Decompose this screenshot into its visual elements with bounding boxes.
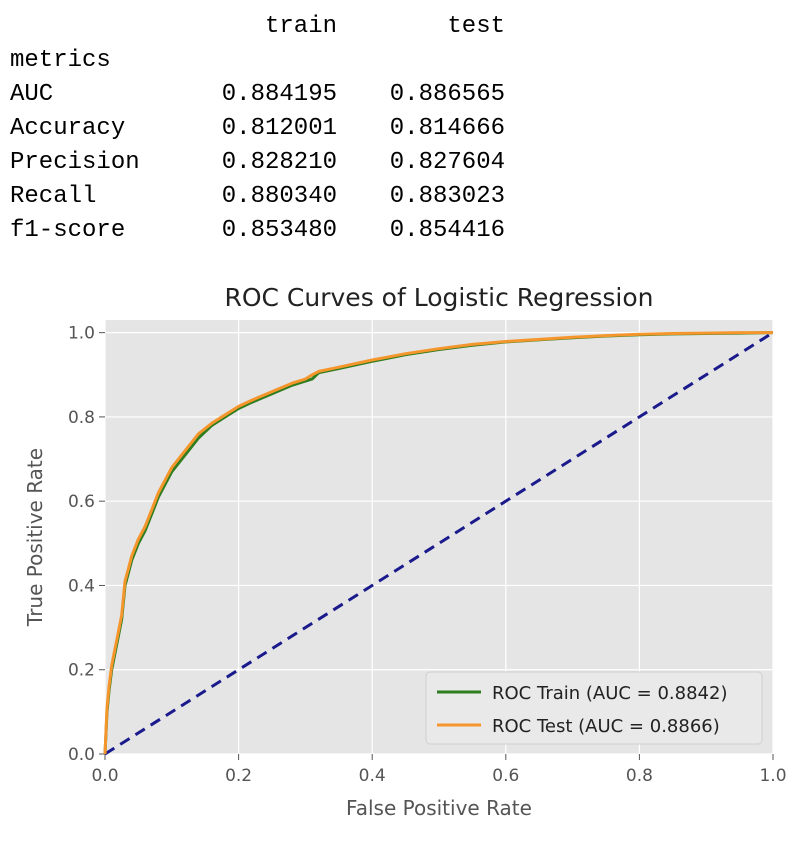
metric-test-value: 0.814666 bbox=[389, 115, 505, 142]
metrics-table: train test metrics AUC 0.884195 0.886565… bbox=[10, 10, 505, 248]
x-tick-label: 0.4 bbox=[359, 766, 386, 786]
legend-train-label: ROC Train (AUC = 0.8842) bbox=[492, 683, 728, 704]
table-row: AUC 0.884195 0.886565 bbox=[10, 78, 505, 112]
y-tick-label: 1.0 bbox=[68, 324, 95, 344]
x-tick-label: 0.2 bbox=[225, 766, 252, 786]
x-axis-label: False Positive Rate bbox=[346, 796, 532, 820]
grid-lines bbox=[104, 320, 774, 755]
metric-name: Precision bbox=[10, 149, 140, 176]
metric-test-value: 0.886565 bbox=[389, 81, 505, 108]
table-row: Accuracy 0.812001 0.814666 bbox=[10, 112, 505, 146]
header-blank bbox=[10, 10, 195, 44]
metrics-index-row: metrics bbox=[10, 44, 505, 78]
header-train: train bbox=[264, 13, 337, 40]
y-tick-label: 0.0 bbox=[68, 745, 95, 765]
metric-train-value: 0.828210 bbox=[221, 149, 337, 176]
legend-test-label: ROC Test (AUC = 0.8866) bbox=[492, 716, 720, 737]
metric-train-value: 0.853480 bbox=[221, 217, 337, 244]
metrics-header-row: train test bbox=[10, 10, 505, 44]
metric-test-value: 0.854416 bbox=[389, 217, 505, 244]
y-tick-label: 0.2 bbox=[68, 661, 95, 681]
table-row: Recall 0.880340 0.883023 bbox=[10, 180, 505, 214]
metric-name: AUC bbox=[10, 81, 54, 108]
metric-name: Recall bbox=[10, 183, 97, 210]
x-tick-label: 1.0 bbox=[759, 766, 786, 786]
axis-ticks: 0.0 0.2 0.4 0.6 0.8 1.0 0.0 0.2 0.4 0.6 0.8 1.0 bbox=[68, 324, 787, 786]
chart-title: ROC Curves of Logistic Regression bbox=[224, 283, 653, 312]
index-name: metrics bbox=[10, 47, 111, 74]
legend: ROC Train (AUC = 0.8842) ROC Test (AUC =… bbox=[425, 671, 763, 745]
table-row: f1-score 0.853480 0.854416 bbox=[10, 214, 505, 248]
metric-name: Accuracy bbox=[10, 115, 126, 142]
legend-box bbox=[425, 671, 763, 745]
y-tick-label: 0.8 bbox=[68, 408, 95, 428]
roc-test-line bbox=[103, 331, 773, 755]
metric-train-value: 0.884195 bbox=[221, 81, 337, 108]
y-tick-label: 0.6 bbox=[68, 492, 95, 512]
metric-train-value: 0.880340 bbox=[221, 183, 337, 210]
y-tick-label: 0.4 bbox=[68, 576, 95, 596]
series-layer bbox=[103, 331, 774, 756]
x-tick-label: 0.6 bbox=[492, 766, 519, 786]
table-row: Precision 0.828210 0.827604 bbox=[10, 146, 505, 180]
header-test: test bbox=[447, 13, 505, 40]
metric-test-value: 0.827604 bbox=[389, 149, 505, 176]
roc-chart: ROC Curves of Logistic Regression 0.0 0.2… bbox=[23, 283, 787, 820]
metric-train-value: 0.812001 bbox=[221, 115, 337, 142]
chance-diagonal-line bbox=[104, 331, 774, 756]
x-tick-label: 0.8 bbox=[626, 766, 653, 786]
y-axis-label: True Positive Rate bbox=[23, 448, 47, 627]
metric-test-value: 0.883023 bbox=[389, 183, 505, 210]
x-tick-label: 0.0 bbox=[91, 766, 118, 786]
metric-name: f1-score bbox=[10, 217, 126, 244]
